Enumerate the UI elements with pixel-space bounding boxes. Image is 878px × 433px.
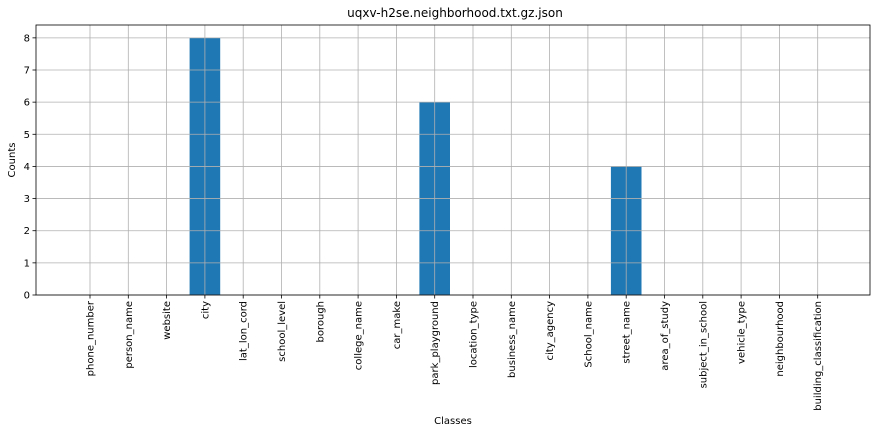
y-axis-ticks: 0 1 2 3 4 5 6 7 8 [24, 33, 36, 302]
x-tick-label: person_name [124, 301, 135, 369]
chart-title: uqxv-h2se.neighborhood.txt.gz.json [347, 6, 563, 20]
x-tick-label: business_name [507, 301, 518, 378]
x-tick-label: location_type [469, 301, 480, 368]
x-tick-label: city_agency [545, 301, 556, 361]
x-tick-label: street_name [622, 301, 633, 364]
y-tick-label: 8 [24, 33, 30, 44]
x-tick-label: borough [315, 301, 326, 343]
x-tick-label: phone_number [86, 300, 97, 376]
y-axis-label: Counts [7, 143, 18, 178]
y-tick-label: 2 [24, 226, 30, 237]
x-tick-label: vehicle_type [737, 301, 748, 364]
x-tick-label: park_playground [430, 301, 441, 385]
plot-frame [35, 24, 871, 296]
y-tick-label: 3 [24, 194, 30, 205]
x-axis-ticks: phone_number person_name website city lat_lo… [86, 295, 824, 411]
x-tick-label: website [162, 301, 173, 340]
y-tick-label: 6 [24, 98, 30, 109]
y-tick-label: 7 [24, 66, 30, 77]
y-tick-label: 4 [24, 162, 30, 173]
x-tick-label: building_classification [813, 301, 824, 411]
x-tick-label: lat_lon_cord [239, 301, 250, 361]
x-tick-label: School_name [583, 301, 594, 368]
x-tick-label: area_of_study [660, 301, 671, 371]
x-tick-label: car_make [392, 301, 403, 349]
y-tick-label: 5 [24, 130, 30, 141]
x-tick-label: school_level [277, 301, 288, 362]
x-axis-label: Classes [434, 416, 472, 427]
x-tick-label: subject_in_school [698, 301, 709, 388]
x-tick-label: college_name [354, 301, 365, 370]
y-tick-label: 0 [24, 291, 30, 302]
x-tick-label: city [200, 301, 211, 319]
x-tick-label: neighbourhood [775, 301, 786, 377]
y-tick-label: 1 [24, 258, 30, 269]
